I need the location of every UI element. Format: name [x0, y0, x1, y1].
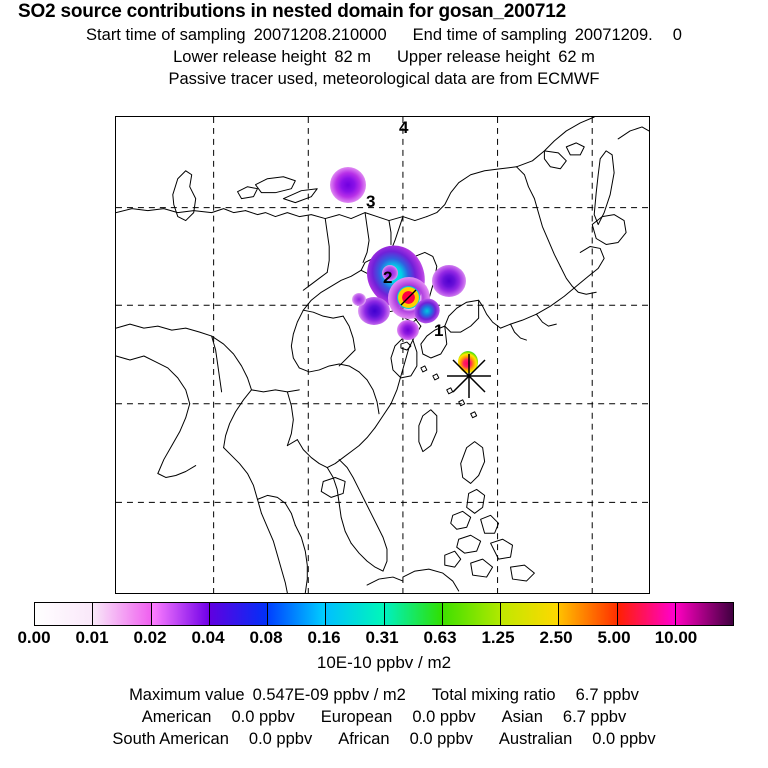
colorbar-tick-9: 2.50 [539, 628, 573, 647]
colorbar-tick-4: 0.08 [249, 628, 283, 647]
method-line: Passive tracer used, meteorological data… [168, 70, 600, 88]
map-plot-area: 4 3 2 1 [115, 116, 650, 594]
colorbar-segment-2 [151, 603, 210, 625]
max-value-slash [400, 289, 417, 306]
region-australian-label: Australian [498, 730, 573, 748]
colorbar-segment-8 [501, 603, 560, 625]
colorbar-tick-8: 1.25 [481, 628, 515, 647]
region-american-value: 0.0 ppbv [231, 708, 295, 726]
region-asian-value: 6.7 ppbv [562, 708, 627, 726]
end-time-value: 20071209. [574, 26, 653, 44]
region-south-american-value: 0.0 ppbv [248, 730, 313, 748]
region-european-value: 0.0 ppbv [412, 708, 476, 726]
page-title: SO2 source contributions in nested domai… [18, 1, 566, 22]
footer-block: Maximum value 0.547E-09 ppbv / m2 Total mi… [0, 684, 768, 750]
region-european-label: European [320, 708, 393, 726]
colorbar-segment-3 [209, 603, 268, 625]
receptor-star-marker [445, 352, 493, 400]
start-time-value: 20071208.210000 [253, 26, 387, 44]
footer-regions-row-2: South American 0.0 ppbv African 0.0 ppbv Aus… [0, 728, 768, 750]
region-african-value: 0.0 ppbv [409, 730, 473, 748]
colorbar-segment-6 [384, 603, 443, 625]
max-value-value: 0.547E-09 ppbv / m2 [252, 686, 406, 704]
header-block: SO2 source contributions in nested domai… [0, 0, 768, 90]
footer-regions-row-1: American 0.0 ppbv European 0.0 ppbv Asian 6.7… [0, 706, 768, 728]
colorbar-segment-11 [675, 603, 733, 625]
colorbar-segment-4 [268, 603, 327, 625]
colorbar-segment-5 [326, 603, 385, 625]
footer-summary-line: Maximum value 0.547E-09 ppbv / m2 Total mi… [0, 684, 768, 706]
upper-release-value: 62 m [558, 48, 595, 66]
region-american-label: American [141, 708, 212, 726]
colorbar-segment-1 [93, 603, 152, 625]
region-asian-label: Asian [501, 708, 543, 726]
colorbar-tick-labels: 0.00 0.01 0.02 0.04 0.08 0.16 0.31 0.63 … [0, 628, 768, 650]
upper-release-label: Upper release height [397, 48, 551, 66]
sampling-time-line: Start time of sampling 20071208.210000 End… [0, 24, 768, 46]
colorbar-tick-0: 0.00 [17, 628, 51, 647]
colorbar-unit-label: 10E-10 ppbv / m2 [316, 653, 452, 672]
region-south-american-label: South American [112, 730, 229, 748]
lower-release-value: 82 m [334, 48, 371, 66]
colorbar-tick-7: 0.63 [423, 628, 457, 647]
map-label-3: 3 [366, 192, 376, 211]
map-label-2: 2 [383, 268, 393, 287]
colorbar-segment-10 [617, 603, 676, 625]
colorbar-gradient-strip [34, 602, 734, 626]
start-time-label: Start time of sampling [86, 26, 246, 44]
total-mixing-value: 6.7 ppbv [575, 686, 639, 704]
colorbar-tick-10: 5.00 [597, 628, 631, 647]
colorbar-segment-7 [442, 603, 501, 625]
colorbar-tick-1: 0.01 [75, 628, 109, 647]
colorbar-tick-2: 0.02 [133, 628, 167, 647]
map-gridlines [116, 117, 649, 593]
map-label-1: 1 [434, 321, 444, 340]
end-time-label: End time of sampling [412, 26, 567, 44]
colorbar-tick-5: 0.16 [307, 628, 341, 647]
colorbar-segment-9 [559, 603, 618, 625]
map-coastlines [116, 117, 649, 593]
region-african-label: African [338, 730, 390, 748]
map-label-4: 4 [399, 118, 409, 137]
max-value-label: Maximum value [129, 686, 245, 704]
lower-release-label: Lower release height [173, 48, 327, 66]
colorbar-tick-11: 10.00 [654, 628, 698, 647]
release-height-line: Lower release height 82 m Upper release he… [0, 46, 768, 68]
region-australian-value: 0.0 ppbv [592, 730, 656, 748]
end-time-value-extra: 0 [672, 26, 682, 44]
total-mixing-label: Total mixing ratio [431, 686, 556, 704]
colorbar [34, 602, 734, 626]
colorbar-tick-3: 0.04 [191, 628, 225, 647]
colorbar-tick-6: 0.31 [365, 628, 399, 647]
colorbar-segment-0 [35, 603, 94, 625]
